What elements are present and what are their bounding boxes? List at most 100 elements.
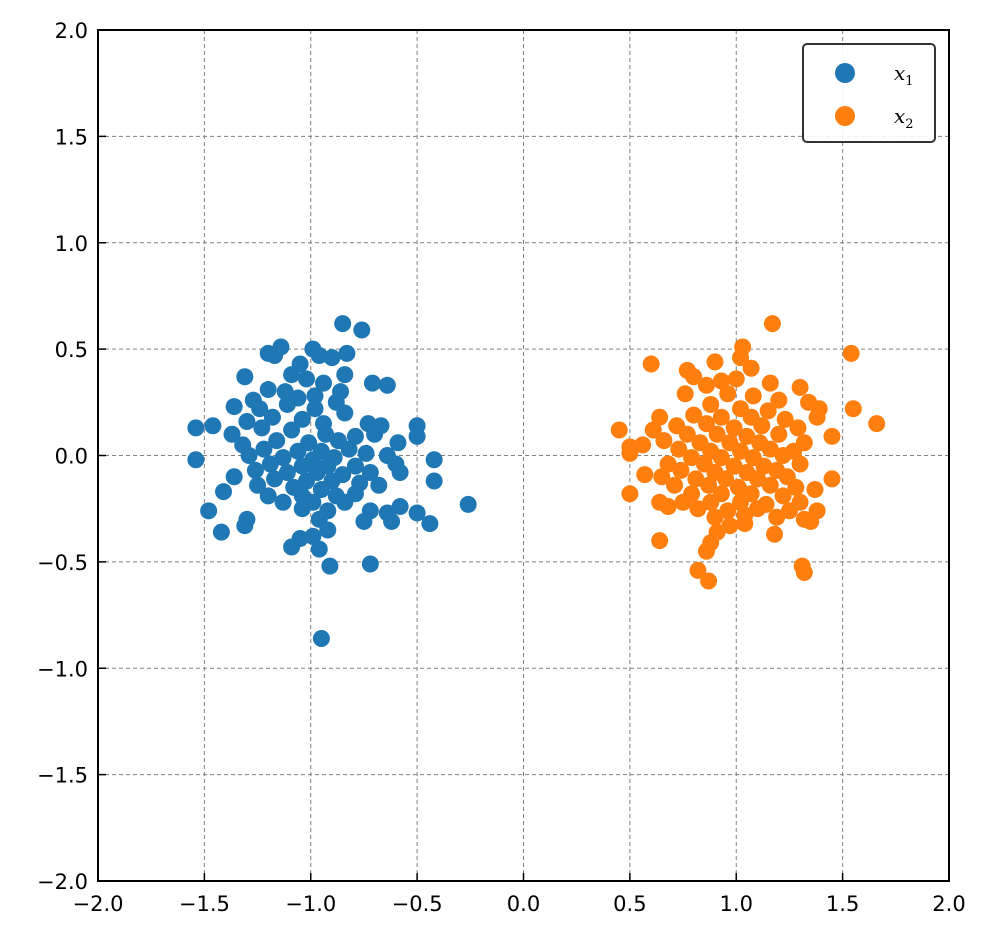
data-point-x1 [336, 493, 354, 511]
data-point-x1 [278, 464, 296, 482]
data-point-x1 [312, 481, 330, 499]
data-point-x1 [355, 512, 373, 530]
legend-label-x1: x1 [894, 61, 914, 89]
data-point-x1 [293, 410, 311, 428]
data-point-x1 [389, 434, 407, 452]
y-tick-label: 1.5 [55, 125, 88, 149]
data-point-x2 [610, 421, 628, 439]
legend-entry-x1: x1 [835, 61, 914, 89]
data-point-x2 [759, 402, 777, 420]
data-point-x2 [802, 512, 820, 530]
data-point-x1 [363, 374, 381, 392]
data-point-x2 [774, 447, 792, 464]
data-point-x1 [204, 417, 222, 435]
data-point-x2 [808, 408, 826, 426]
data-point-x1 [268, 432, 286, 450]
data-point-x1 [370, 476, 388, 494]
data-point-x2 [685, 406, 703, 424]
y-tick-label: −0.5 [37, 551, 88, 575]
x-tick-label: −1.0 [285, 892, 336, 916]
data-point-x1 [346, 457, 364, 475]
data-point-x2 [749, 470, 767, 488]
data-point-x2 [670, 440, 688, 458]
data-point-x2 [651, 408, 669, 426]
data-points [187, 315, 886, 647]
data-point-x2 [761, 374, 779, 392]
data-point-x2 [621, 444, 639, 462]
data-point-x1 [246, 461, 264, 479]
data-point-x2 [712, 449, 730, 467]
data-point-x2 [651, 532, 669, 550]
data-point-x1 [283, 421, 301, 439]
data-point-x1 [225, 398, 243, 416]
data-point-x1 [236, 517, 254, 535]
y-tick-label: 0.0 [55, 445, 88, 469]
data-point-x1 [187, 451, 205, 469]
data-point-x2 [789, 419, 807, 437]
data-point-x1 [253, 419, 271, 437]
data-point-x2 [719, 502, 737, 520]
data-point-x1 [276, 383, 294, 401]
data-point-x1 [274, 449, 292, 467]
data-point-x1 [200, 502, 218, 520]
data-point-x2 [678, 425, 696, 443]
data-point-x2 [736, 515, 754, 533]
data-point-x2 [676, 385, 694, 403]
data-point-x1 [357, 444, 375, 462]
x-tick-label: −0.5 [392, 892, 443, 916]
data-point-x2 [761, 476, 779, 494]
data-point-x1 [310, 540, 328, 558]
data-point-x1 [408, 427, 426, 445]
data-point-x2 [621, 485, 639, 503]
data-point-x1 [293, 457, 311, 475]
y-tick-label: 0.5 [55, 338, 88, 362]
y-tick-label: −2.0 [37, 870, 88, 894]
data-point-x2 [770, 425, 788, 443]
data-point-x2 [744, 387, 762, 405]
data-point-x1 [251, 400, 269, 418]
data-point-x2 [806, 481, 824, 499]
data-point-x2 [712, 372, 730, 390]
data-point-x2 [659, 498, 677, 516]
x-tick-label: −2.0 [73, 892, 124, 916]
data-point-x1 [274, 493, 292, 511]
data-point-x2 [749, 500, 767, 518]
data-point-x2 [770, 391, 788, 409]
data-point-x2 [685, 368, 703, 386]
data-point-x2 [655, 432, 673, 450]
data-point-x1 [255, 440, 273, 458]
data-point-x2 [787, 478, 805, 496]
data-point-x2 [732, 349, 750, 367]
data-point-x1 [293, 500, 311, 518]
data-point-x2 [763, 315, 781, 333]
data-point-x1 [240, 447, 258, 464]
data-point-x1 [266, 347, 284, 365]
data-point-x1 [323, 349, 341, 367]
data-point-x1 [408, 504, 426, 522]
data-point-x1 [361, 555, 379, 573]
data-point-x2 [732, 442, 750, 460]
y-tick-label: −1.5 [37, 764, 88, 788]
data-point-x2 [683, 449, 701, 467]
data-point-x1 [338, 344, 356, 362]
data-point-x2 [725, 457, 743, 475]
data-point-x2 [732, 493, 750, 511]
data-point-x1 [391, 464, 409, 482]
data-point-x2 [687, 470, 705, 488]
data-point-x1 [346, 427, 364, 445]
data-point-x2 [700, 572, 718, 590]
data-point-x1 [223, 425, 241, 443]
data-point-x1 [312, 629, 330, 647]
data-point-x1 [425, 472, 443, 490]
data-point-x2 [700, 476, 718, 494]
data-point-x1 [383, 512, 401, 530]
series-x2 [610, 315, 886, 590]
data-point-x1 [459, 495, 477, 513]
data-point-x1 [263, 408, 281, 426]
y-tick-label: 1.0 [55, 232, 88, 256]
data-point-x2 [795, 564, 813, 582]
data-point-x1 [283, 366, 301, 384]
data-point-x2 [768, 508, 786, 526]
legend-label-x2: x2 [894, 104, 914, 132]
